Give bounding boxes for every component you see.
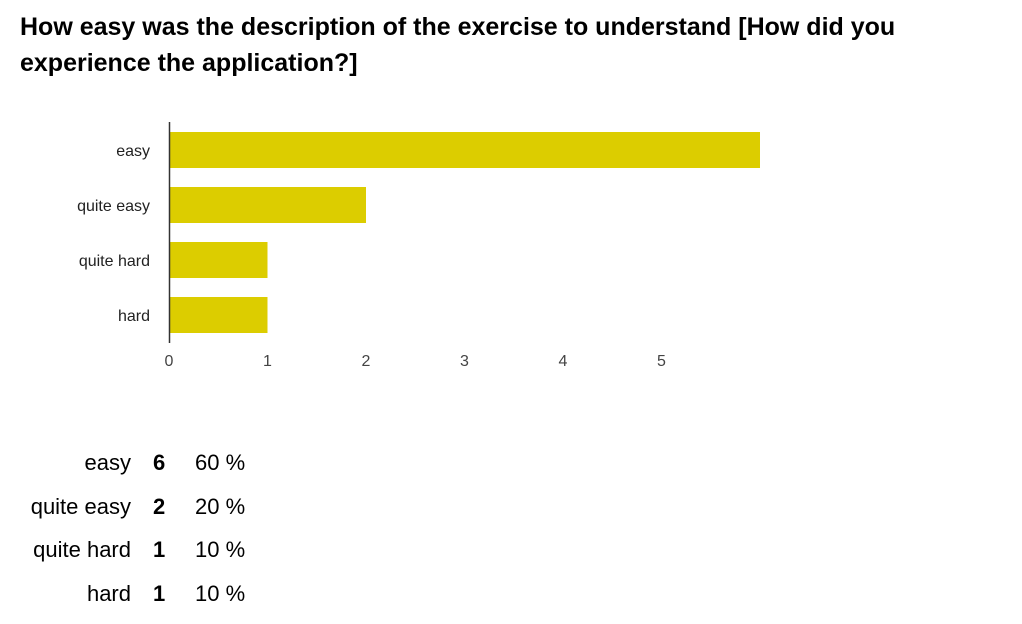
summary-row: easy 6 60 %	[0, 441, 246, 485]
chart-title: How easy was the description of the exer…	[20, 13, 896, 77]
bar-chart: easy quite easy quite hard hard 0 1 2 3 4 5	[77, 122, 760, 370]
summary-label: hard	[86, 580, 131, 606]
summary-percent: 10 %	[195, 580, 246, 606]
category-label: hard	[118, 308, 150, 325]
summary-label: quite easy	[30, 493, 131, 519]
x-tick-label: 4	[559, 353, 568, 370]
summary-count: 6	[153, 450, 166, 475]
summary-percent: 10 %	[195, 537, 246, 562]
x-tick-label: 2	[362, 353, 371, 370]
summary-label: quite hard	[33, 537, 131, 562]
x-tick-label: 3	[460, 353, 469, 370]
summary-count: 2	[153, 493, 166, 519]
summary-row: quite easy 2 20 %	[0, 485, 245, 529]
category-label: easy	[116, 143, 150, 160]
category-label: quite hard	[79, 253, 150, 270]
x-tick-label: 1	[263, 353, 272, 370]
summary-table: easy 6 60 % quite easy 2 20 % quite hard 1 10 % h…	[0, 441, 245, 615]
summary-row: hard 1 10 %	[0, 572, 245, 616]
summary-count: 1	[153, 537, 166, 562]
bar-quite-hard	[169, 242, 268, 278]
summary-label: easy	[84, 450, 131, 475]
x-tick-label: 5	[657, 353, 666, 370]
category-label: quite easy	[77, 198, 150, 215]
summary-percent: 20 %	[195, 493, 246, 519]
summary-row: quite hard 1 10 %	[0, 528, 245, 572]
bar-quite-easy	[169, 187, 366, 223]
bar-hard	[169, 297, 268, 333]
x-tick-label: 0	[165, 353, 174, 370]
summary-percent: 60 %	[195, 450, 246, 475]
bar-easy	[169, 132, 760, 168]
summary-count: 1	[153, 580, 166, 606]
